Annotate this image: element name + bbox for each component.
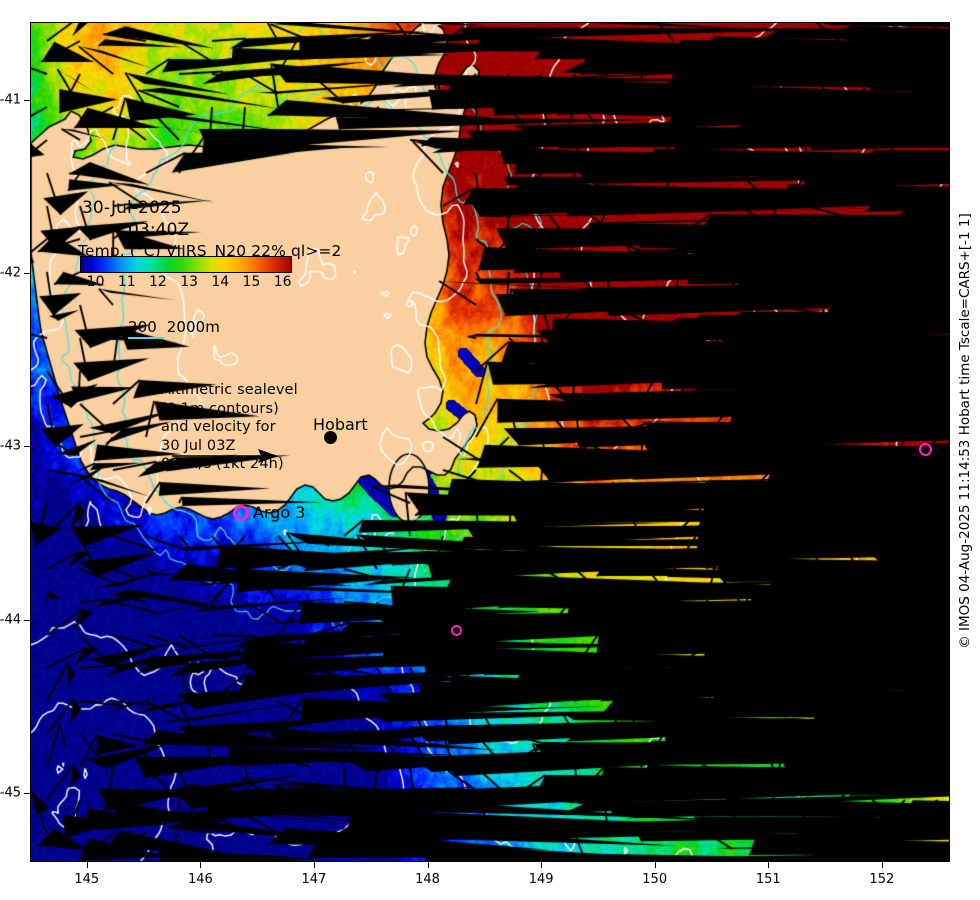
argo-float-marker-0[interactable] (233, 505, 249, 521)
y-tick-mark--41 (24, 99, 30, 101)
x-tick-label-148: 148 (415, 872, 440, 887)
argo-float-marker-1[interactable] (918, 442, 932, 456)
bathy-gap (157, 318, 167, 336)
time-label: 03:40Z (128, 220, 190, 240)
x-tick-mark-145 (86, 862, 88, 868)
colorbar-tick-15: 15 (242, 274, 261, 290)
hobart-city-label: Hobart (313, 415, 368, 434)
credit-wrapper: © IMOS 04-Aug-2025 11:14:53 Hobart time … (952, 0, 978, 862)
velocity-scale-arrow (172, 449, 278, 463)
bathymetry-contour-swatch (128, 337, 164, 339)
y-tick-mark--45 (24, 792, 30, 794)
argo-float-label-0: Argo 3 (253, 503, 306, 522)
hobart-city-dot[interactable] (324, 431, 337, 444)
altimetry-note-line-3: 30 Jul 03Z (161, 437, 236, 454)
x-tick-label-149: 149 (528, 872, 554, 887)
y-tick-label--41: -41 (0, 92, 21, 108)
colorbar-tick-16: 16 (273, 274, 292, 290)
colorbar-tick-11: 11 (117, 274, 136, 290)
y-tick-label--42: -42 (0, 265, 21, 281)
date-label: 30-Jul-2025 (82, 198, 182, 219)
x-tick-label-146: 146 (187, 872, 213, 887)
overlay-canvas (31, 23, 949, 861)
x-tick-label-150: 150 (642, 872, 668, 887)
x-tick-mark-152 (881, 862, 883, 868)
x-tick-mark-146 (200, 862, 202, 868)
colorbar-tick-13: 13 (180, 274, 199, 290)
y-tick-label--44: -44 (0, 612, 21, 628)
y-tick-label--43: -43 (0, 438, 21, 454)
y-tick-label--45: -45 (0, 785, 21, 801)
x-tick-label-151: 151 (755, 872, 781, 887)
altimetry-note-line-1: (0.1m contours) (161, 400, 279, 417)
altimetry-note-line-2: and velocity for (161, 419, 276, 436)
map-plot-area[interactable] (30, 22, 950, 862)
y-tick-mark--42 (24, 273, 30, 275)
x-tick-mark-147 (313, 862, 315, 868)
x-tick-mark-151 (768, 862, 770, 868)
temperature-colorbar (80, 256, 292, 273)
x-tick-label-152: 152 (869, 872, 895, 887)
date-text: 30-Jul-2025 (82, 198, 182, 218)
y-tick-mark--43 (24, 446, 30, 448)
credit-text: © IMOS 04-Aug-2025 11:14:53 Hobart time … (957, 213, 973, 649)
altimetry-note-line-0: Altimetric sealevel (161, 382, 298, 398)
argo-float-marker-2[interactable] (450, 624, 462, 636)
bathy-shallow-label: 200 (128, 318, 157, 336)
x-tick-mark-150 (654, 862, 656, 868)
y-tick-mark--44 (24, 619, 30, 621)
bathymetry-legend: 200 2000m (128, 318, 220, 336)
altimetry-note-line-4: 0.5m/s (1kt 24h) (161, 456, 284, 473)
bathy-deep-label: 2000m (166, 318, 220, 336)
colorbar-tick-12: 12 (149, 274, 167, 290)
x-tick-label-147: 147 (301, 872, 327, 887)
x-tick-mark-148 (427, 862, 429, 868)
x-tick-label-145: 145 (74, 872, 100, 887)
colorbar-title: Temp. (°C) VIIRS_N20 22% ql>=2 (78, 242, 342, 260)
x-tick-mark-149 (541, 862, 543, 868)
altimetry-note: Altimetric sealevel (0.1m contours) and ve… (161, 381, 298, 474)
colorbar-tick-14: 14 (211, 274, 230, 290)
colorbar-tick-10: 10 (86, 274, 105, 290)
